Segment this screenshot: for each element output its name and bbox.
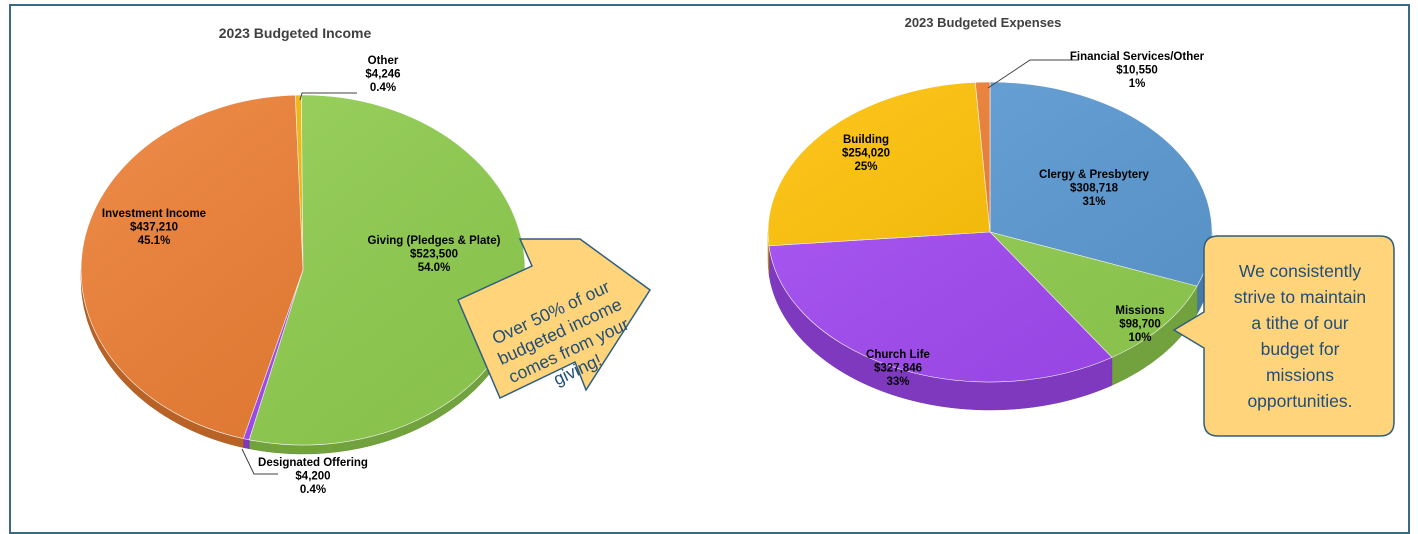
slice-percent: 0.4% <box>370 82 396 94</box>
callout-line: opportunities. <box>1247 391 1352 411</box>
slice-name: Building <box>843 134 889 146</box>
slice-percent: 31% <box>1082 196 1105 208</box>
slice-value: $254,020 <box>842 148 890 160</box>
slice-percent: 45.1% <box>138 235 171 247</box>
slice-percent: 10% <box>1128 332 1151 344</box>
slice-value: $327,846 <box>874 363 922 375</box>
missions-callout-shape <box>1172 235 1395 437</box>
slice-value: $437,210 <box>130 222 178 234</box>
leader-line <box>299 92 357 101</box>
callout-line: We consistently <box>1239 261 1361 281</box>
slice-value: $308,718 <box>1070 183 1119 195</box>
slice-name: Designated Offering <box>258 457 368 469</box>
income-arrow-callout: Over 50% of ourbudgeted incomecomes from… <box>457 238 652 400</box>
callout-line: missions <box>1266 365 1334 385</box>
income-chart-title: 2023 Budgeted Income <box>219 25 372 41</box>
callout-line: strive to maintain <box>1234 287 1366 307</box>
slice-name: Other <box>368 55 399 67</box>
missions-callout: We consistently strive to maintain a tithe… <box>1172 235 1395 437</box>
slice-percent: 54.0% <box>418 262 451 274</box>
pie-slice-building <box>767 82 991 247</box>
slice-value: $10,550 <box>1116 65 1158 77</box>
pie-slice-side-designated-offering <box>243 438 250 450</box>
expenses-chart-title: 2023 Budgeted Expenses <box>905 15 1062 30</box>
expenses-pie-chart: 2023 Budgeted Expenses Clergy & Presbyte… <box>767 15 1213 411</box>
slice-percent: 33% <box>886 376 909 388</box>
slice-name: Investment Income <box>102 208 206 220</box>
slice-percent: 0.4% <box>300 484 326 496</box>
slice-name: Church Life <box>866 349 930 361</box>
slice-value: $523,500 <box>410 249 458 261</box>
leader-line <box>241 448 278 475</box>
slice-name: Missions <box>1115 305 1164 317</box>
budget-charts: 2023 Budgeted Income Other$4,2460.4%Givi… <box>80 15 1395 496</box>
missions-callout-text: We consistently strive to maintain a tithe… <box>1234 261 1366 411</box>
slice-value: $4,246 <box>365 69 400 81</box>
callout-line: a tithe of our <box>1251 313 1348 333</box>
slice-name: Financial Services/Other <box>1070 51 1205 63</box>
leader-line <box>987 59 1079 89</box>
slice-percent: 25% <box>854 161 877 173</box>
slice-value: $4,200 <box>295 471 330 483</box>
income-pie-chart: 2023 Budgeted Income Other$4,2460.4%Givi… <box>80 25 526 496</box>
slice-percent: 1% <box>1129 78 1146 90</box>
arrow-callout-shape <box>457 238 652 400</box>
slice-name: Clergy & Presbytery <box>1039 169 1150 181</box>
callout-line: budget for <box>1261 339 1340 359</box>
slice-value: $98,700 <box>1119 319 1161 331</box>
slice-name: Giving (Pledges & Plate) <box>368 235 501 247</box>
